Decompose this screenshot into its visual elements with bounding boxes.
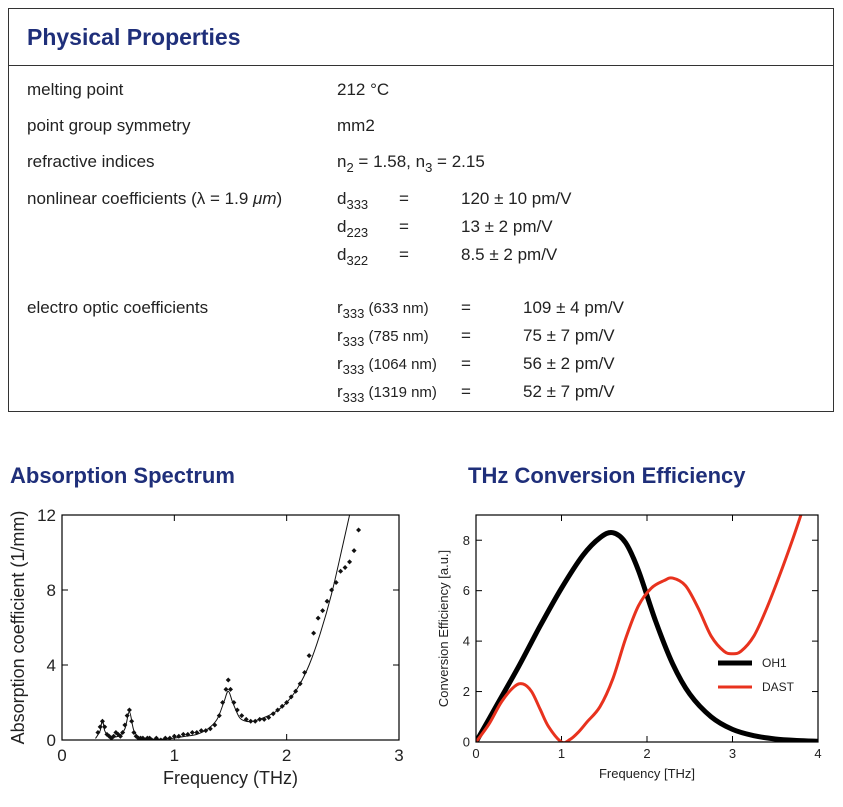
x-tick-label-2: 2 bbox=[282, 746, 291, 765]
marker-measured-6 bbox=[108, 735, 114, 740]
marker-measured-65 bbox=[324, 598, 330, 604]
physical-properties-panel: Physical Properties melting point 212 °C… bbox=[8, 8, 834, 412]
symmetry-value: mm2 bbox=[337, 116, 375, 135]
y-tick-label-3: 6 bbox=[463, 583, 470, 598]
x-tick-label-3: 3 bbox=[394, 746, 403, 765]
electro-sym-3: r333 (1319 nm) bbox=[337, 382, 437, 405]
marker-measured-43 bbox=[228, 686, 233, 692]
nonlinear-sym-1: d223 bbox=[337, 217, 369, 240]
marker-measured-41 bbox=[223, 686, 229, 692]
electro-sym-2: r333 (1064 nm) bbox=[337, 354, 437, 377]
nonlinear-eq-2: = bbox=[399, 245, 409, 264]
electro-val-2: 56 ± 2 pm/V bbox=[523, 354, 615, 373]
conversion-chart-title: THz Conversion Efficiency bbox=[468, 463, 746, 488]
legend-label-dast: DAST bbox=[762, 680, 795, 694]
y-axis-label: Conversion Efficiency [a.u.] bbox=[436, 550, 451, 707]
marker-measured-68 bbox=[338, 568, 344, 574]
nonlinear-val-0: 120 ± 10 pm/V bbox=[461, 189, 572, 208]
y-tick-label-1: 4 bbox=[47, 656, 56, 675]
electro-val-1: 75 ± 7 pm/V bbox=[523, 326, 615, 345]
x-tick-label-2: 2 bbox=[643, 746, 650, 761]
electro-eq-0: = bbox=[461, 298, 471, 317]
marker-measured-31 bbox=[180, 731, 186, 737]
marker-measured-33 bbox=[189, 730, 195, 735]
marker-measured-61 bbox=[306, 653, 312, 659]
x-tick-label-1: 1 bbox=[170, 746, 179, 765]
nonlinear-val-2: 8.5 ± 2 pm/V bbox=[461, 245, 558, 264]
electro-optic-label: electro optic coefficients bbox=[27, 298, 209, 317]
legend-label-oh1: OH1 bbox=[762, 656, 787, 670]
conversion-chart: 0 1 2 3 4 0 2 4 6 8 Frequency [THz] Conversion Effi… bbox=[436, 514, 822, 781]
y-tick-label-2: 4 bbox=[463, 634, 470, 649]
marker-measured-72 bbox=[356, 527, 362, 533]
marker-measured-46 bbox=[239, 713, 245, 719]
nonlinear-sym-0: d333 bbox=[337, 189, 369, 212]
plot-area bbox=[476, 515, 818, 742]
melting-point-label: melting point bbox=[27, 80, 124, 99]
marker-measured-63 bbox=[315, 615, 321, 621]
marker-measured-49 bbox=[252, 718, 258, 724]
y-tick-label-4: 8 bbox=[463, 533, 470, 548]
x-tick-label-3: 3 bbox=[729, 746, 736, 761]
nonlinear-val-1: 13 ± 2 pm/V bbox=[461, 217, 553, 236]
properties-title: Physical Properties bbox=[27, 24, 241, 50]
marker-measured-10 bbox=[117, 733, 123, 739]
marker-measured-71 bbox=[351, 548, 357, 554]
nonlinear-eq-1: = bbox=[399, 217, 409, 236]
x-tick-label-4: 4 bbox=[814, 746, 821, 761]
properties-header: Physical Properties bbox=[9, 9, 833, 66]
electro-eq-2: = bbox=[461, 354, 471, 373]
refractive-label: refractive indices bbox=[27, 152, 155, 171]
symmetry-label: point group symmetry bbox=[27, 116, 191, 135]
plot-area bbox=[95, 515, 362, 740]
series-line-fit bbox=[95, 515, 351, 740]
melting-point-value: 212 °C bbox=[337, 80, 390, 99]
y-axis-label: Absorption coefficient (1/mm) bbox=[8, 511, 28, 745]
nonlinear-eq-0: = bbox=[399, 189, 409, 208]
nonlinear-sym-2: d322 bbox=[337, 245, 369, 268]
marker-measured-3 bbox=[102, 724, 108, 730]
x-axis-label: Frequency [THz] bbox=[599, 766, 695, 781]
marker-measured-64 bbox=[320, 608, 326, 614]
plot-frame bbox=[475, 514, 819, 743]
marker-measured-42 bbox=[225, 677, 231, 683]
electro-sym-0: r333 (633 nm) bbox=[337, 298, 429, 321]
marker-measured-70 bbox=[347, 559, 353, 565]
x-axis-label: Frequency (THz) bbox=[163, 768, 298, 788]
series-line-oh1 bbox=[476, 529, 818, 742]
electro-eq-3: = bbox=[461, 382, 471, 401]
x-tick-label-0: 0 bbox=[57, 746, 66, 765]
marker-measured-69 bbox=[342, 565, 348, 570]
y-tick-label-0: 0 bbox=[47, 731, 56, 750]
marker-measured-62 bbox=[311, 630, 317, 636]
plot-frame bbox=[61, 514, 400, 741]
y-tick-label-3: 12 bbox=[37, 506, 56, 525]
series-line-dast bbox=[476, 515, 803, 742]
x-tick-label-0: 0 bbox=[472, 746, 479, 761]
x-tick-label-1: 1 bbox=[558, 746, 565, 761]
refractive-value: n2 = 1.58, n3 = 2.15 bbox=[337, 152, 485, 175]
electro-val-3: 52 ± 7 pm/V bbox=[523, 382, 615, 401]
electro-sym-1: r333 (785 nm) bbox=[337, 326, 429, 349]
absorption-chart-title: Absorption Spectrum bbox=[10, 463, 235, 488]
marker-measured-14 bbox=[126, 707, 132, 713]
electro-val-0: 109 ± 4 pm/V bbox=[523, 298, 624, 317]
y-tick-label-2: 8 bbox=[47, 581, 56, 600]
y-tick-label-1: 2 bbox=[463, 684, 470, 699]
y-tick-label-0: 0 bbox=[463, 735, 470, 750]
nonlinear-label: nonlinear coefficients (λ = 1.9 μm) bbox=[27, 189, 283, 208]
electro-eq-1: = bbox=[461, 326, 471, 345]
